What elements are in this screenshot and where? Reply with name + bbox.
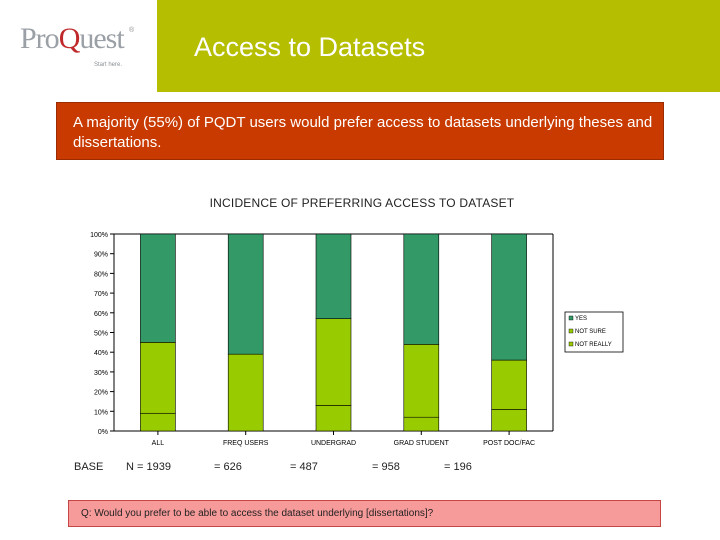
y-tick-label: 100% (90, 232, 108, 239)
bar-segment (491, 359, 527, 410)
x-tick-label: POST DOC/FAC (483, 440, 535, 447)
base-value-all: N = 1939 (126, 461, 171, 473)
bar-segment (403, 233, 440, 345)
bar-segment (227, 233, 264, 355)
bar-segment (315, 318, 352, 406)
survey-question-text: Q: Would you prefer to be able to access… (81, 508, 434, 519)
x-tick-label: ALL (152, 440, 165, 447)
base-value-freq-users: = 626 (214, 461, 242, 473)
bar-segment (491, 409, 527, 432)
y-tick-label: 20% (94, 390, 108, 397)
legend-label: YES (575, 316, 587, 322)
bar-segment (140, 412, 176, 432)
bar-segment (140, 342, 176, 414)
key-finding-text: A majority (55%) of PQDT users would pre… (73, 114, 653, 151)
bar-segment (140, 233, 176, 343)
y-tick-label: 80% (94, 271, 108, 278)
logo-registered-mark: ® (129, 27, 135, 34)
chart-title: INCIDENCE OF PREFERRING ACCESS TO DATASE… (209, 196, 515, 210)
base-label: BASE (74, 461, 104, 473)
legend-swatch (568, 328, 574, 334)
key-finding-callout: A majority (55%) of PQDT users would pre… (56, 102, 664, 160)
y-tick-label: 60% (94, 311, 108, 318)
y-tick-label: 50% (94, 331, 108, 338)
x-tick-label: FREQ USERS (223, 440, 269, 447)
x-tick-label: UNDERGRAD (311, 440, 356, 447)
proquest-logo: ProQuest ® Start here. (0, 0, 157, 92)
header-bar (157, 0, 720, 92)
bar-segment (403, 344, 440, 418)
legend-label: NOT SURE (575, 329, 606, 335)
y-tick-label: 90% (94, 252, 108, 259)
y-tick-label: 70% (94, 291, 108, 298)
bar-segment (491, 233, 527, 361)
y-tick-label: 0% (98, 429, 108, 436)
bar-segment (315, 405, 352, 432)
survey-question-box: Q: Would you prefer to be able to access… (68, 500, 661, 527)
logo-tagline: Start here. (94, 62, 123, 68)
legend-swatch (568, 315, 574, 321)
legend-swatch (568, 341, 574, 347)
base-value-post-doc-fac: = 196 (444, 461, 472, 473)
legend-label: NOT REALLY (575, 342, 612, 348)
bar-segment (403, 416, 440, 432)
legend-box (564, 311, 624, 353)
slide-title: Access to Datasets (194, 32, 426, 62)
y-tick-label: 40% (94, 350, 108, 357)
base-value-grad-student: = 958 (372, 461, 400, 473)
y-tick-label: 10% (94, 409, 108, 416)
y-tick-label: 30% (94, 370, 108, 377)
base-value-undergrad: = 487 (290, 461, 318, 473)
logo-wordmark: ProQuest (20, 22, 125, 55)
bar-segment (227, 353, 264, 432)
x-tick-label: GRAD STUDENT (394, 440, 450, 447)
bar-segment (315, 233, 352, 320)
